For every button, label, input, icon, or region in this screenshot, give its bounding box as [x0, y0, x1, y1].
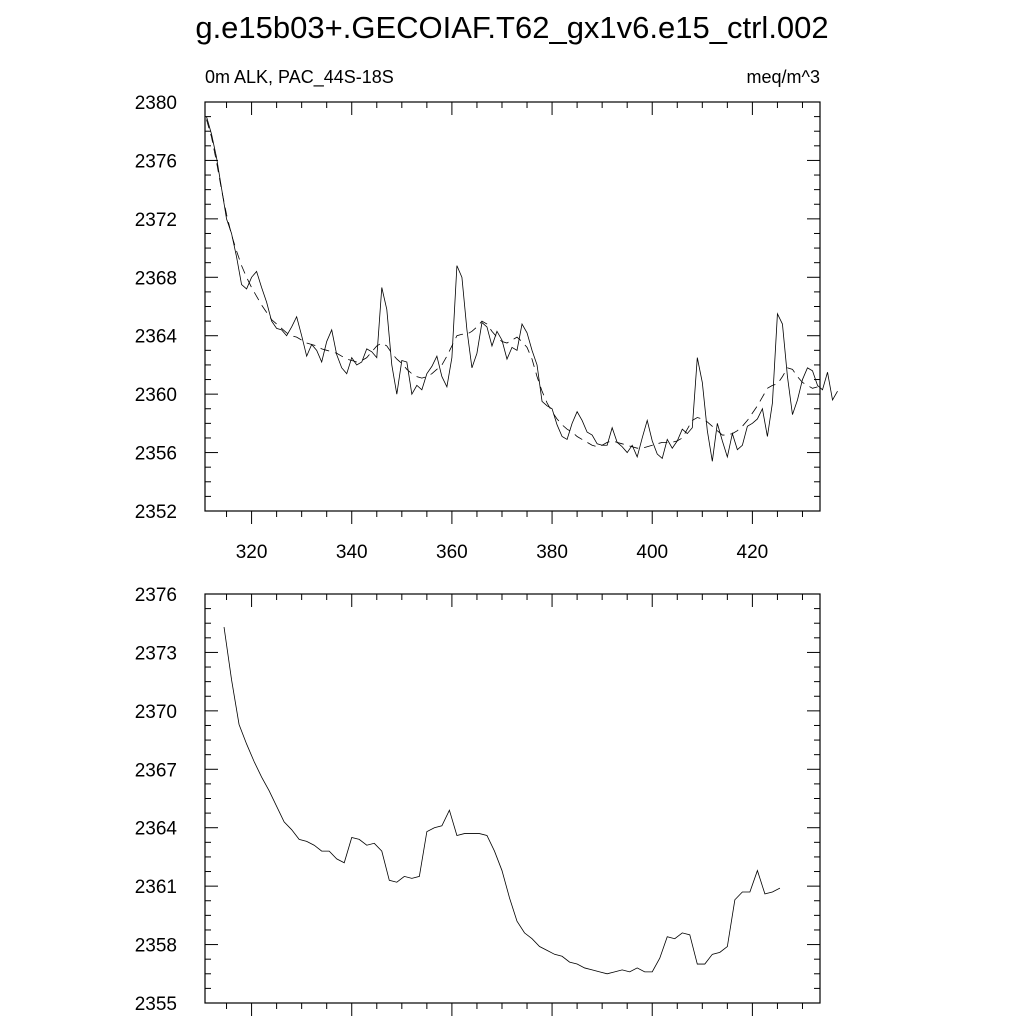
x-tick-label: 360 [436, 542, 468, 563]
y-tick-label: 2358 [135, 936, 177, 957]
top-panel: 2352 2356 2360 2364 2368 2372 2376 2380 320 340 36… [135, 93, 838, 563]
y-tick-label: 2373 [135, 643, 177, 664]
y-tick-label: 2372 [135, 210, 177, 231]
y-tick-label: 2355 [135, 994, 177, 1015]
y-tick-label: 2364 [135, 819, 178, 840]
series-line-dashed [206, 119, 818, 449]
y-tick-label: 2368 [135, 268, 177, 289]
plot-frame [204, 101, 821, 512]
y-tick-label: 2352 [135, 502, 177, 523]
y-tick-label: 2376 [135, 585, 177, 606]
x-tick-label: 420 [737, 542, 769, 563]
chart-title: g.e15b03+.GECOIAF.T62_gx1v6.e15_ctrl.002 [195, 10, 828, 45]
x-tick-label: 380 [536, 542, 568, 563]
y-tick-label: 2380 [135, 93, 177, 114]
series-line-solid [206, 116, 838, 462]
x-tick-label: 340 [336, 542, 368, 563]
y-tick-label: 2356 [135, 444, 177, 465]
y-tick-label: 2364 [135, 327, 178, 348]
x-tick-label: 320 [236, 542, 268, 563]
y-tick-label: 2370 [135, 702, 177, 723]
x-tick-label: 400 [636, 542, 668, 563]
y-tick-label: 2367 [135, 760, 177, 781]
y-tick-label: 2361 [135, 877, 177, 898]
y-tick-label: 2360 [135, 385, 177, 406]
units-label: meq/m^3 [747, 67, 820, 87]
y-tick-label: 2376 [135, 151, 177, 172]
bottom-panel: 2355 2358 2361 2364 2367 2370 2373 2376 [135, 585, 821, 1016]
left-subtitle: 0m ALK, PAC_44S-18S [205, 67, 394, 88]
series-line-solid [223, 627, 781, 975]
